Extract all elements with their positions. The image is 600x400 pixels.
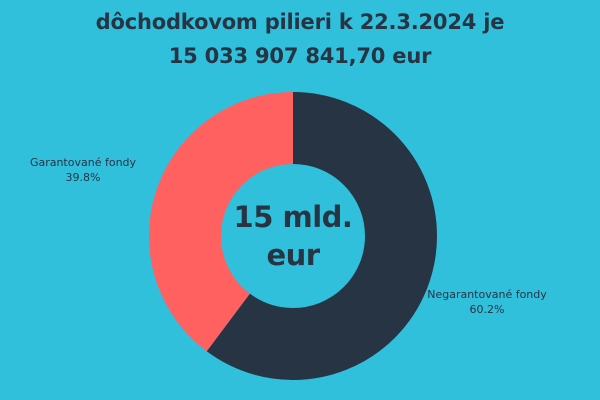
label-garantovane-percent: 39.8% <box>65 171 101 184</box>
title-line-2: 15 033 907 841,70 eur <box>168 44 432 68</box>
label-negarantovane-percent: 60.2% <box>469 303 505 316</box>
center-label-line-1: 15 mld. <box>233 200 353 234</box>
title-line-1: dôchodkovom pilieri k 22.3.2024 je <box>95 10 505 34</box>
label-garantovane-fondy: Garantované fondy 39.8% <box>28 155 138 185</box>
label-negarantovane-fondy: Negarantované fondy 60.2% <box>422 287 552 317</box>
label-negarantovane-name: Negarantované fondy <box>427 288 547 301</box>
slice-garantovane-fondy[interactable] <box>149 92 437 380</box>
center-label-line-2: eur <box>266 238 320 272</box>
label-garantovane-name: Garantované fondy <box>29 156 137 169</box>
donut-center-label: 15 mld. eur <box>221 164 365 308</box>
